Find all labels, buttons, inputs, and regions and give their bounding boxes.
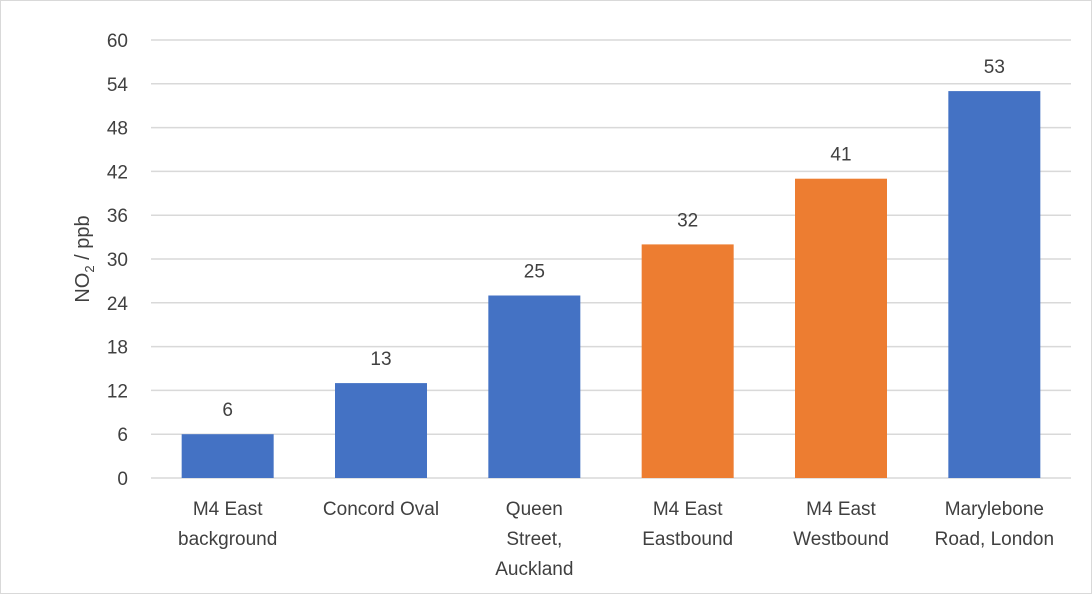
data-label: 13 [370, 349, 391, 370]
data-label: 25 [524, 262, 545, 283]
data-label: 41 [830, 145, 851, 166]
data-label: 53 [984, 57, 1005, 78]
y-tick-label: 12 [107, 381, 128, 402]
y-axis-title: NO2 / ppb [72, 215, 97, 302]
y-tick-label: 18 [107, 338, 128, 359]
bar [948, 91, 1041, 478]
category-labels: M4 East background Concord Oval Queen Street… [178, 499, 1054, 580]
y-axis-ticks: 0 6 12 18 24 30 36 42 48 54 60 [107, 31, 129, 490]
category-label-line: Queen [506, 499, 563, 520]
category-label-line: M4 East [653, 499, 723, 520]
y-axis-title-subscript: 2 [82, 265, 97, 272]
bar [795, 178, 887, 478]
y-axis-title-main: NO [72, 273, 94, 303]
category-label-line: M4 East [806, 499, 876, 520]
category-label-line: background [178, 529, 277, 550]
bar [641, 244, 734, 478]
y-axis-title-rest: / ppb [72, 215, 94, 265]
y-tick-label: 42 [107, 162, 128, 183]
data-label: 32 [677, 210, 698, 231]
category-label-line: M4 East [193, 499, 263, 520]
y-tick-label: 24 [107, 294, 129, 315]
y-tick-label: 36 [107, 206, 128, 227]
category-label-line: Road, London [935, 529, 1054, 550]
category-label: M4 East background [178, 499, 277, 550]
bar [181, 434, 274, 478]
data-label: 6 [222, 400, 233, 421]
category-label: M4 East Westbound [793, 499, 889, 550]
bars [181, 91, 1041, 478]
y-tick-label: 48 [107, 119, 128, 140]
gridlines [151, 39, 1071, 479]
category-label: Marylebone Road, London [935, 499, 1054, 550]
bar [488, 295, 581, 478]
category-label: M4 East Eastbound [642, 499, 733, 550]
category-label-line: Marylebone [945, 499, 1044, 520]
y-tick-label: 54 [107, 75, 129, 96]
category-label-line: Concord Oval [323, 499, 439, 520]
category-label-line: Westbound [793, 529, 889, 550]
category-label: Queen Street, Auckland [495, 499, 573, 580]
y-tick-label: 6 [117, 425, 128, 446]
data-labels: 6 13 25 32 41 53 [222, 57, 1005, 421]
y-tick-label: 0 [117, 469, 128, 490]
category-label-line: Eastbound [642, 529, 733, 550]
bar [335, 383, 427, 478]
y-tick-label: 60 [107, 31, 128, 52]
category-label: Concord Oval [323, 499, 439, 520]
y-tick-label: 30 [107, 250, 128, 271]
category-label-line: Street, [506, 529, 562, 550]
category-label-line: Auckland [495, 559, 573, 580]
